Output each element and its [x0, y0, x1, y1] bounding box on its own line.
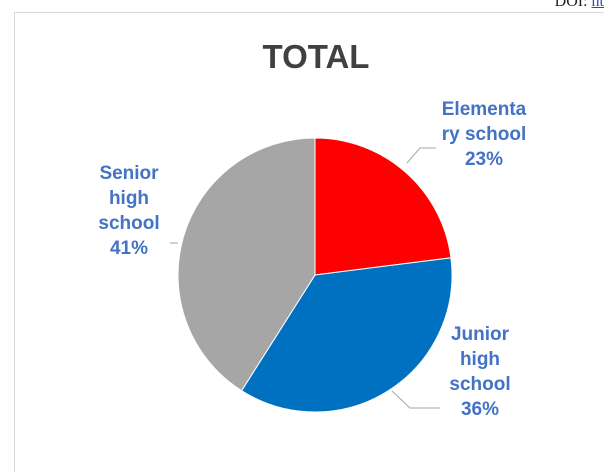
chart-title: TOTAL	[263, 38, 370, 75]
pie-chart: TOTAL Elementa ry school 23% Junior high scho…	[98, 38, 527, 420]
pie-slice-1	[314, 137, 452, 276]
chart-area	[14, 12, 604, 472]
data-label-line: 41%	[110, 238, 148, 259]
data-label-line: school	[449, 374, 510, 395]
data-label-line: high	[109, 188, 149, 209]
data-label-line: 36%	[461, 399, 499, 420]
data-label-line: Senior	[99, 163, 159, 184]
data-label-3: Senior high school 41%	[98, 163, 159, 259]
leader-line-2	[391, 390, 440, 409]
data-label-line: Elementa	[442, 99, 527, 120]
doi-reference: DOI: ht	[555, 0, 604, 11]
doi-link[interactable]: ht	[591, 0, 604, 10]
data-label-2: Junior high school 36%	[449, 324, 510, 420]
pie-slice-3	[177, 137, 316, 392]
doi-prefix: DOI:	[554, 0, 592, 10]
data-label-line: 23%	[465, 149, 503, 170]
data-label-line: school	[98, 213, 159, 234]
data-label-line: ry school	[442, 124, 526, 145]
data-label-1: Elementa ry school 23%	[442, 99, 527, 170]
data-label-line: high	[460, 349, 500, 370]
leader-line-1	[406, 147, 436, 164]
pie-slice-2	[240, 257, 453, 413]
data-label-line: Junior	[451, 324, 510, 345]
